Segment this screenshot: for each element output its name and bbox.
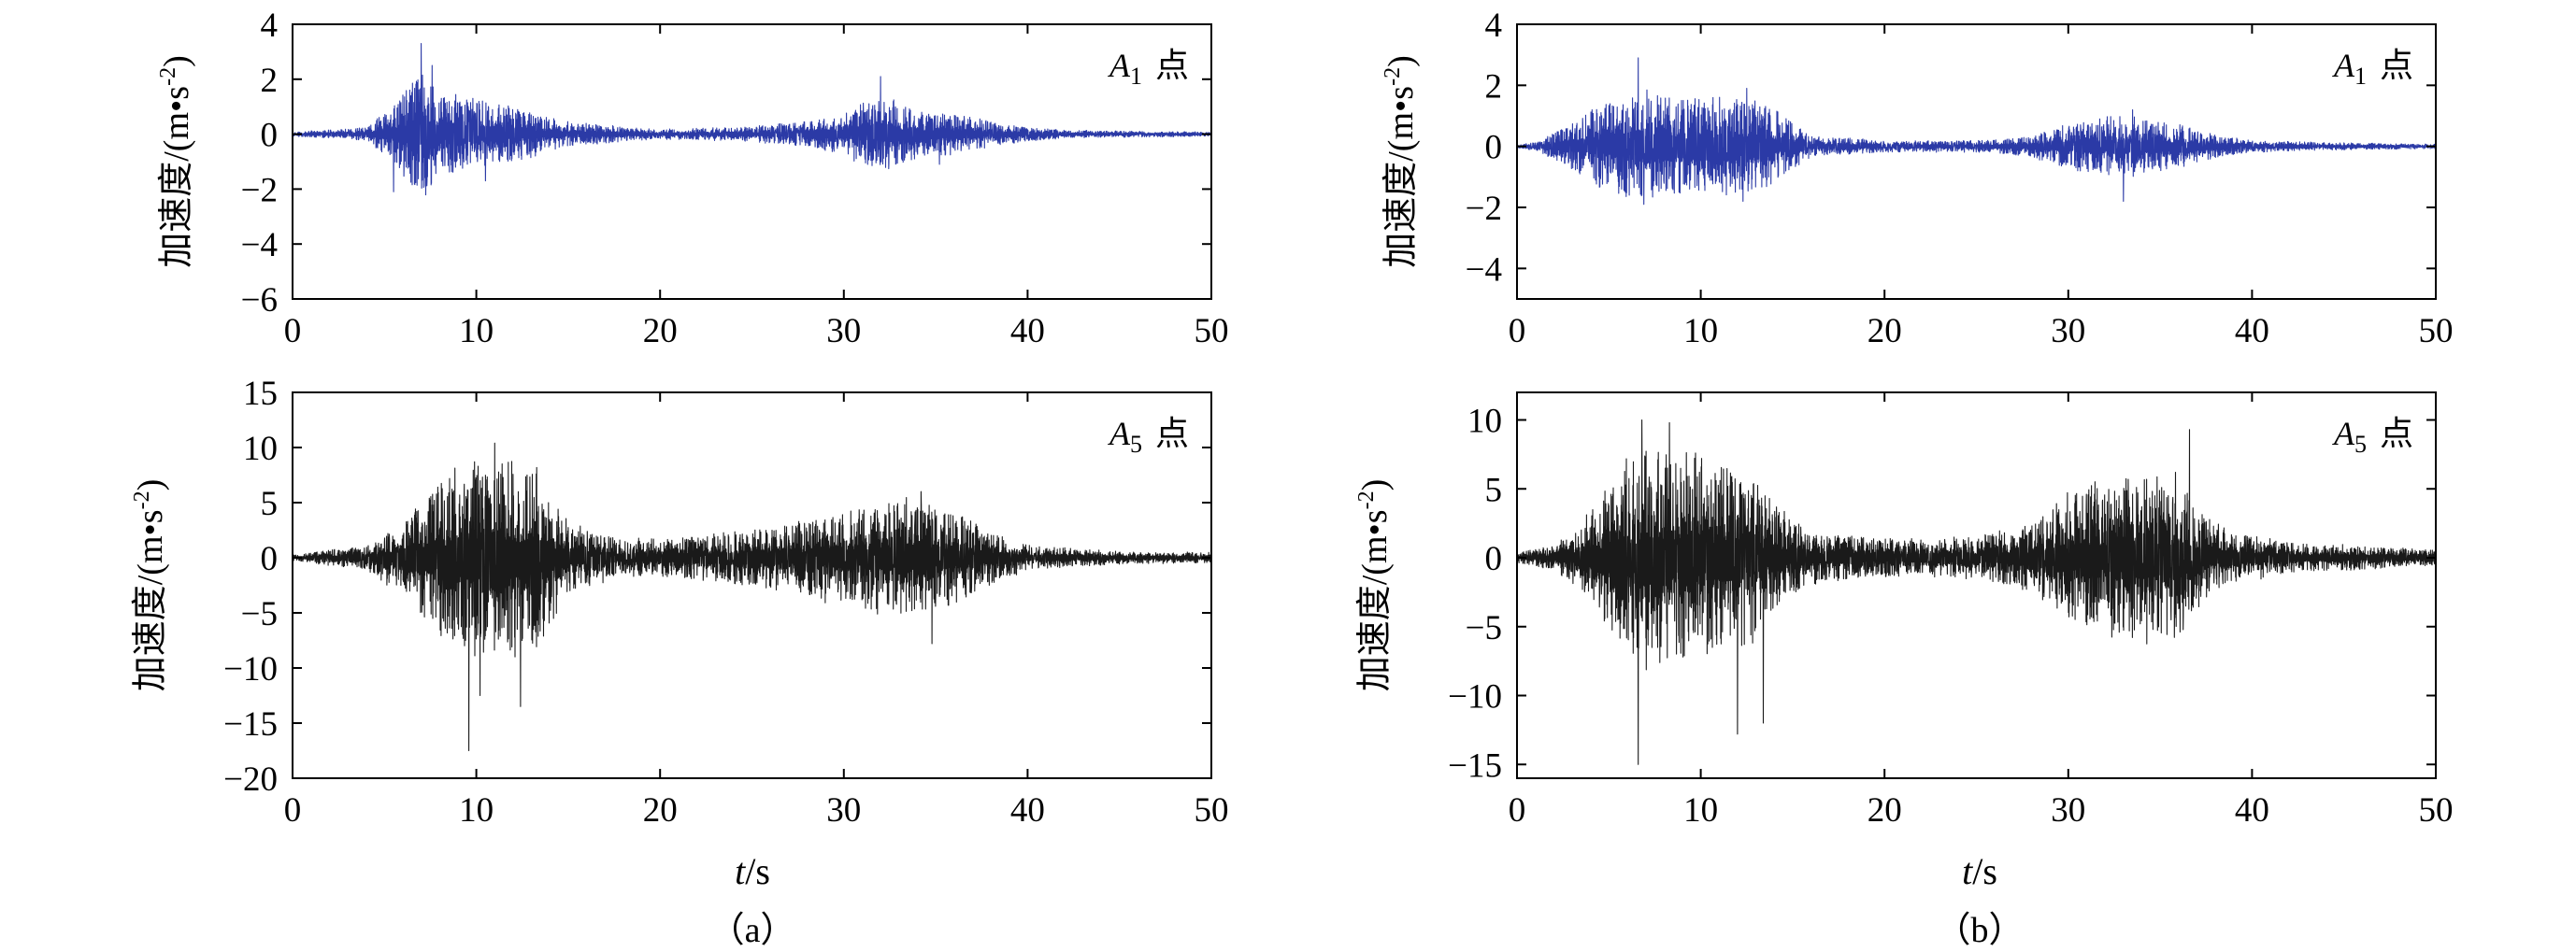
plot-frame [292, 23, 1212, 300]
x-var: t [735, 850, 746, 892]
y-tick-label: 0 [1485, 129, 1503, 167]
x-tick-label: 0 [1509, 791, 1526, 830]
y-tick-label: 0 [261, 117, 279, 155]
x-tick-label: 30 [2051, 312, 2085, 350]
series-line [1517, 419, 2436, 765]
series-line [293, 442, 1211, 752]
y-tick-label: −2 [1466, 190, 1502, 228]
panel-a-x-axis-label: t/s [735, 850, 770, 892]
y-tick-label: 4 [261, 7, 279, 45]
panel-a-caption: （a） [709, 911, 796, 950]
series-line [293, 43, 1211, 196]
chart-panel-a-A5: 0 10 20 30 40 50 −20 −15 −10 −5 0 5 10 15 加速度/(m•s-2) A… [130, 375, 1229, 830]
y-axis-label: 加速度/(m•s-2) [156, 55, 196, 268]
y-tick-label: 15 [243, 375, 278, 413]
plot-frame [292, 391, 1212, 779]
point-label: A1 点 [2332, 47, 2413, 90]
y-axis-label: 加速度/(m•s-2) [130, 479, 170, 692]
plot-frame [1516, 23, 2437, 300]
x-tick-label: 50 [1195, 312, 1229, 350]
x-var: t [1962, 850, 1973, 892]
y-tick-label: −5 [1466, 609, 1502, 647]
panel-b-x-axis-label: t/s [1962, 850, 1997, 892]
y-tick-label: 5 [261, 485, 279, 523]
y-tick-label: 2 [261, 62, 279, 100]
x-unit: /s [1972, 850, 1997, 892]
x-tick-label: 40 [2235, 791, 2269, 830]
x-tick-label: 20 [1868, 312, 1902, 350]
x-tick-label: 10 [459, 791, 494, 830]
y-tick-label: −10 [1448, 678, 1502, 717]
chart-panel-b-A1: 0 10 20 30 40 50 −4 −2 0 2 4 加速度/(m•s-2) A1 点 [1381, 7, 2454, 350]
y-tick-label: 10 [1467, 403, 1502, 441]
x-tick-label: 40 [1010, 312, 1045, 350]
x-tick-label: 50 [1195, 791, 1229, 830]
y-axis-label: 加速度/(m•s-2) [1381, 55, 1421, 268]
x-tick-label: 0 [284, 312, 302, 350]
x-tick-label: 20 [1868, 791, 1902, 830]
chart-panel-b-A5: 0 10 20 30 40 50 −15 −10 −5 0 5 10 加速度/(m•s-2) A5 点 [1354, 391, 2454, 830]
x-tick-label: 30 [826, 791, 861, 830]
y-tick-label: −6 [241, 281, 278, 320]
y-tick-label: −4 [241, 226, 278, 264]
y-tick-label: −2 [241, 171, 278, 209]
y-tick-label: 0 [1485, 540, 1503, 578]
x-tick-label: 20 [643, 791, 678, 830]
y-tick-label: −15 [1448, 746, 1502, 785]
x-tick-label: 50 [2419, 312, 2454, 350]
y-tick-label: 0 [261, 540, 279, 578]
y-tick-label: −4 [1466, 250, 1502, 289]
x-tick-label: 50 [2419, 791, 2454, 830]
x-tick-label: 20 [643, 312, 678, 350]
point-label: A5 点 [2332, 415, 2413, 458]
x-tick-label: 10 [1683, 791, 1718, 830]
y-tick-label: −15 [223, 705, 278, 744]
y-tick-label: −5 [241, 595, 278, 633]
x-unit: /s [745, 850, 770, 892]
x-tick-label: 30 [826, 312, 861, 350]
y-tick-label: −20 [223, 760, 278, 799]
point-label: A1 点 [1108, 47, 1189, 90]
y-tick-label: −10 [223, 650, 278, 689]
chart-panel-a-A1: 0 10 20 30 40 50 −6 −4 −2 0 2 4 加速度/(m•s-2) A1 点 [156, 7, 1229, 350]
x-tick-label: 10 [1683, 312, 1718, 350]
panel-b-caption: （b） [1935, 911, 2024, 950]
x-tick-label: 10 [459, 312, 494, 350]
series-line [1517, 57, 2436, 206]
y-tick-label: 10 [243, 430, 278, 468]
x-tick-label: 40 [1010, 791, 1045, 830]
x-tick-label: 0 [284, 791, 302, 830]
y-tick-label: 4 [1485, 7, 1503, 45]
point-label: A5 点 [1108, 415, 1189, 458]
y-axis-label: 加速度/(m•s-2) [1354, 479, 1395, 692]
y-tick-label: 5 [1485, 471, 1503, 509]
y-tick-label: 2 [1485, 67, 1503, 106]
x-tick-label: 30 [2051, 791, 2085, 830]
plot-frame [1516, 391, 2437, 779]
x-tick-label: 40 [2235, 312, 2269, 350]
x-tick-label: 0 [1509, 312, 1526, 350]
